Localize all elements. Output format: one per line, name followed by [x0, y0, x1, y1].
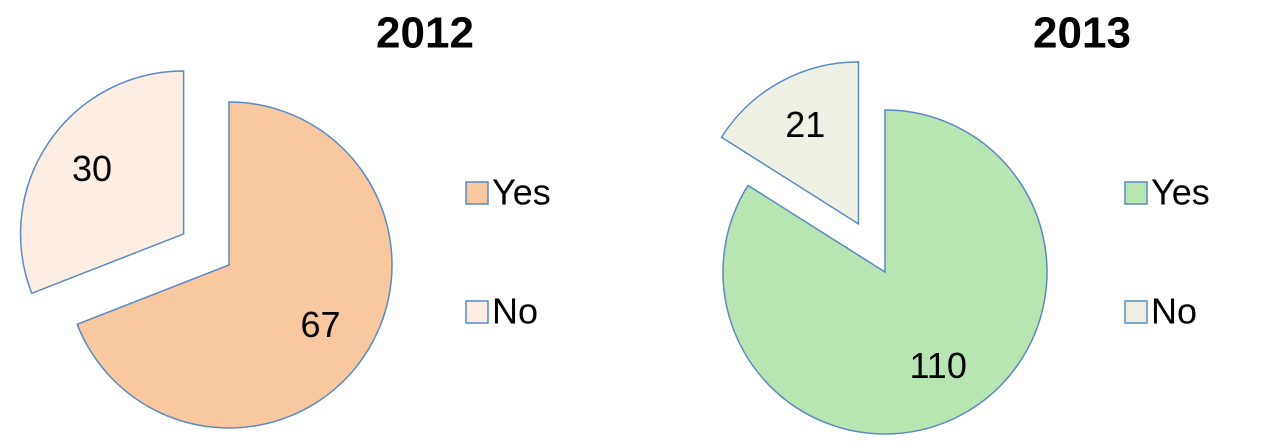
- legend-label: No: [492, 291, 538, 332]
- chart-title: 2012: [376, 9, 474, 58]
- data-label: 67: [301, 304, 341, 345]
- legend-label: No: [1151, 291, 1197, 332]
- legend-swatch: [1124, 181, 1148, 205]
- data-label: 30: [72, 148, 112, 189]
- legend-label: Yes: [1151, 172, 1210, 213]
- chart-title: 2013: [1033, 9, 1131, 58]
- pie-slice: [722, 109, 1048, 435]
- legend-swatch: [1124, 300, 1148, 324]
- pie-slice: [19, 70, 185, 295]
- legend-swatch: [465, 181, 489, 205]
- legend-label: Yes: [492, 172, 551, 213]
- data-label: 110: [909, 345, 966, 386]
- data-label: 21: [785, 104, 825, 145]
- pie-slice: [76, 101, 393, 429]
- legend-swatch: [465, 300, 489, 324]
- pie-slice: [720, 61, 860, 226]
